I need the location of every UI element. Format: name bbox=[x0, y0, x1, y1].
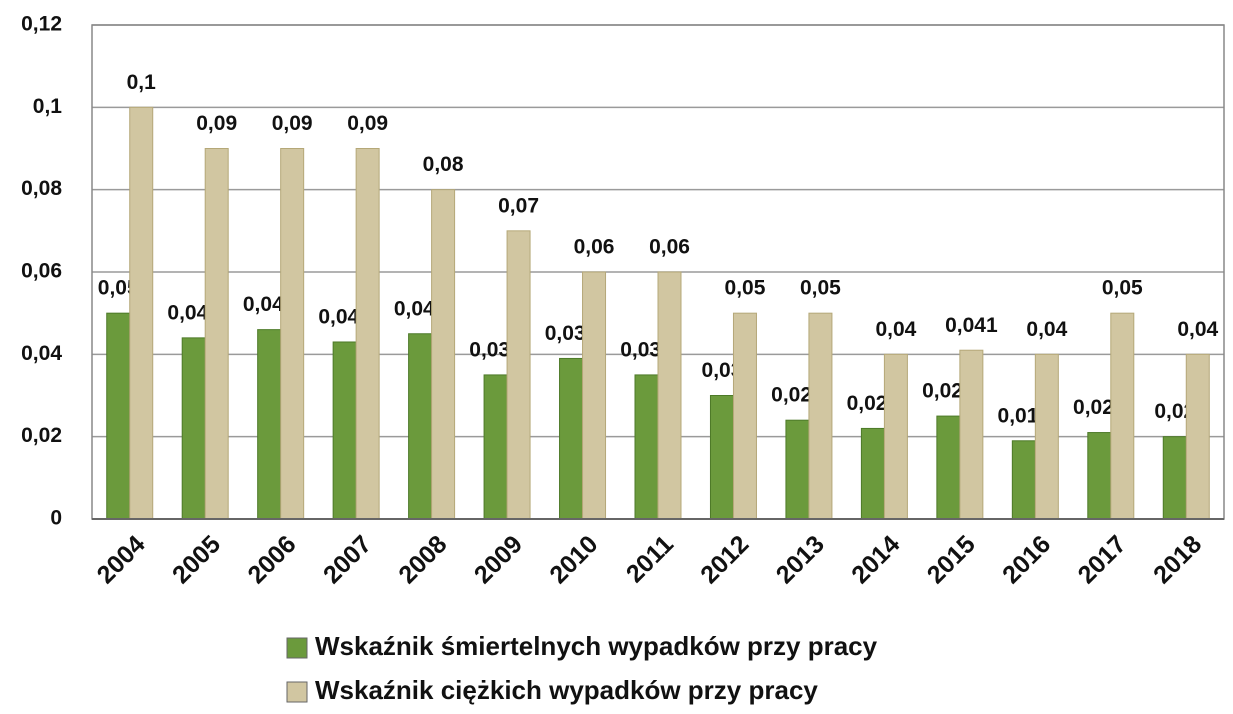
x-tick-label: 2007 bbox=[318, 530, 377, 589]
data-label: 0,04 bbox=[1026, 318, 1067, 341]
bar bbox=[936, 415, 961, 520]
legend-label: Wskaźnik ciężkich wypadków przy pracy bbox=[315, 675, 818, 705]
data-label: 0,05 bbox=[1102, 277, 1143, 300]
y-tick-label: 0,04 bbox=[21, 342, 62, 365]
bar bbox=[204, 148, 229, 520]
legend-label: Wskaźnik śmiertelnych wypadków przy prac… bbox=[315, 631, 878, 661]
x-tick-label: 2018 bbox=[1148, 530, 1207, 589]
bar bbox=[483, 374, 508, 520]
data-label: 0,09 bbox=[196, 112, 237, 135]
bar bbox=[1034, 353, 1059, 520]
x-tick-label: 2013 bbox=[771, 530, 830, 589]
x-tick-label: 2014 bbox=[846, 530, 905, 589]
x-tick-label: 2010 bbox=[544, 530, 603, 589]
legend-swatch bbox=[286, 681, 308, 703]
data-label: 0,07 bbox=[498, 194, 539, 217]
y-tick-label: 0,08 bbox=[21, 177, 62, 200]
bar bbox=[785, 419, 810, 520]
bar bbox=[808, 312, 833, 520]
x-tick-label: 2006 bbox=[242, 530, 301, 589]
data-label: 0,04 bbox=[875, 318, 916, 341]
legend-swatch bbox=[286, 637, 308, 659]
x-tick-label: 2015 bbox=[922, 530, 981, 589]
data-label: 0,02 bbox=[1154, 400, 1195, 423]
bar bbox=[106, 312, 131, 520]
bar bbox=[181, 337, 206, 520]
bar bbox=[431, 189, 456, 520]
data-label: 0,09 bbox=[347, 112, 388, 135]
bar bbox=[860, 427, 885, 520]
data-label: 0,041 bbox=[945, 314, 998, 337]
x-tick-label: 2004 bbox=[92, 530, 151, 589]
x-tick-label: 2017 bbox=[1073, 530, 1132, 589]
data-label: 0,06 bbox=[574, 236, 615, 259]
bar bbox=[559, 357, 584, 520]
bar bbox=[355, 148, 380, 520]
data-label: 0,04 bbox=[1177, 318, 1218, 341]
bar bbox=[883, 353, 908, 520]
bar bbox=[408, 333, 433, 520]
y-tick-label: 0,1 bbox=[33, 95, 63, 118]
data-label: 0,09 bbox=[272, 112, 313, 135]
data-label: 0,03 bbox=[702, 359, 743, 382]
x-tick-label: 2009 bbox=[469, 530, 528, 589]
bar bbox=[1185, 353, 1210, 520]
y-tick-label: 0,06 bbox=[21, 260, 62, 283]
data-label: 0,06 bbox=[649, 236, 690, 259]
bar bbox=[657, 271, 682, 520]
bar bbox=[129, 106, 154, 520]
x-tick-label: 2005 bbox=[167, 530, 226, 589]
bar bbox=[332, 341, 357, 520]
bar bbox=[709, 395, 734, 520]
bar bbox=[257, 329, 282, 520]
bar bbox=[959, 349, 984, 520]
data-label: 0,05 bbox=[725, 277, 766, 300]
x-tick-label: 2011 bbox=[621, 530, 679, 588]
data-label: 0,05 bbox=[800, 277, 841, 300]
bar bbox=[582, 271, 607, 520]
data-label: 0,1 bbox=[127, 71, 157, 94]
x-tick-label: 2016 bbox=[997, 530, 1056, 589]
data-label: 0,08 bbox=[423, 153, 464, 176]
bar bbox=[732, 312, 757, 520]
data-label: 0,05 bbox=[98, 277, 139, 300]
bar bbox=[634, 374, 659, 520]
bar bbox=[1087, 432, 1112, 520]
x-tick-label: 2008 bbox=[393, 530, 452, 589]
x-tick-label: 2012 bbox=[695, 530, 754, 589]
y-tick-label: 0,02 bbox=[21, 424, 62, 447]
bar bbox=[506, 230, 531, 520]
y-tick-label: 0,12 bbox=[21, 13, 62, 36]
y-tick-label: 0 bbox=[50, 507, 62, 530]
bar bbox=[1110, 312, 1135, 520]
bar bbox=[280, 148, 305, 520]
bar bbox=[1162, 436, 1187, 520]
bar bbox=[1011, 440, 1036, 520]
